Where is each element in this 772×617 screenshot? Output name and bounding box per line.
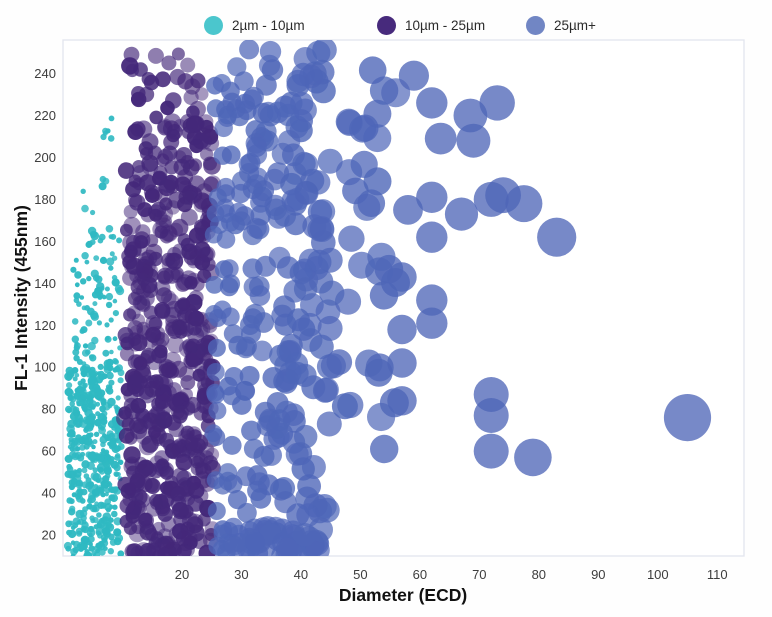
legend-item-2-10um: 2µm - 10µm [204, 15, 305, 35]
legend: 2µm - 10µm 10µm - 25µm 25µm+ [0, 0, 772, 40]
svg-text:70: 70 [472, 567, 486, 582]
legend-swatch-2-10um [204, 15, 223, 35]
y-axis-tick-labels: 20 40 60 80 100 120 140 160 180 200 220 240 [34, 66, 56, 542]
x-axis-tick-labels: 20 30 40 50 60 70 80 90 100 110 [175, 567, 728, 582]
svg-text:80: 80 [42, 402, 56, 417]
svg-text:60: 60 [413, 567, 427, 582]
svg-text:220: 220 [34, 108, 56, 123]
svg-text:200: 200 [34, 150, 56, 165]
legend-swatch-10-25um [377, 15, 396, 35]
svg-text:120: 120 [34, 318, 56, 333]
legend-item-25um-plus: 25µm+ [526, 15, 596, 35]
svg-text:90: 90 [591, 567, 605, 582]
svg-text:40: 40 [294, 567, 308, 582]
data-points-layer [63, 40, 712, 556]
svg-text:100: 100 [647, 567, 669, 582]
x-axis-title: Diameter (ECD) [339, 585, 467, 605]
svg-text:110: 110 [707, 567, 728, 582]
svg-text:160: 160 [34, 234, 56, 249]
svg-text:100: 100 [34, 360, 56, 375]
svg-text:20: 20 [42, 528, 56, 543]
svg-text:80: 80 [532, 567, 546, 582]
legend-item-10-25um: 10µm - 25µm [377, 15, 485, 35]
y-axis-title: FL-1 Intensity (455nm) [11, 205, 31, 391]
svg-text:240: 240 [34, 66, 56, 81]
legend-swatch-25um-plus [526, 15, 545, 35]
legend-label: 10µm - 25µm [405, 17, 486, 33]
svg-text:140: 140 [34, 276, 56, 291]
svg-text:40: 40 [42, 486, 56, 501]
svg-text:180: 180 [34, 192, 56, 207]
svg-text:30: 30 [234, 567, 248, 582]
legend-label: 2µm - 10µm [232, 17, 305, 33]
svg-text:60: 60 [42, 444, 56, 459]
svg-text:20: 20 [175, 567, 189, 582]
legend-label: 25µm+ [554, 17, 596, 33]
svg-text:50: 50 [353, 567, 367, 582]
